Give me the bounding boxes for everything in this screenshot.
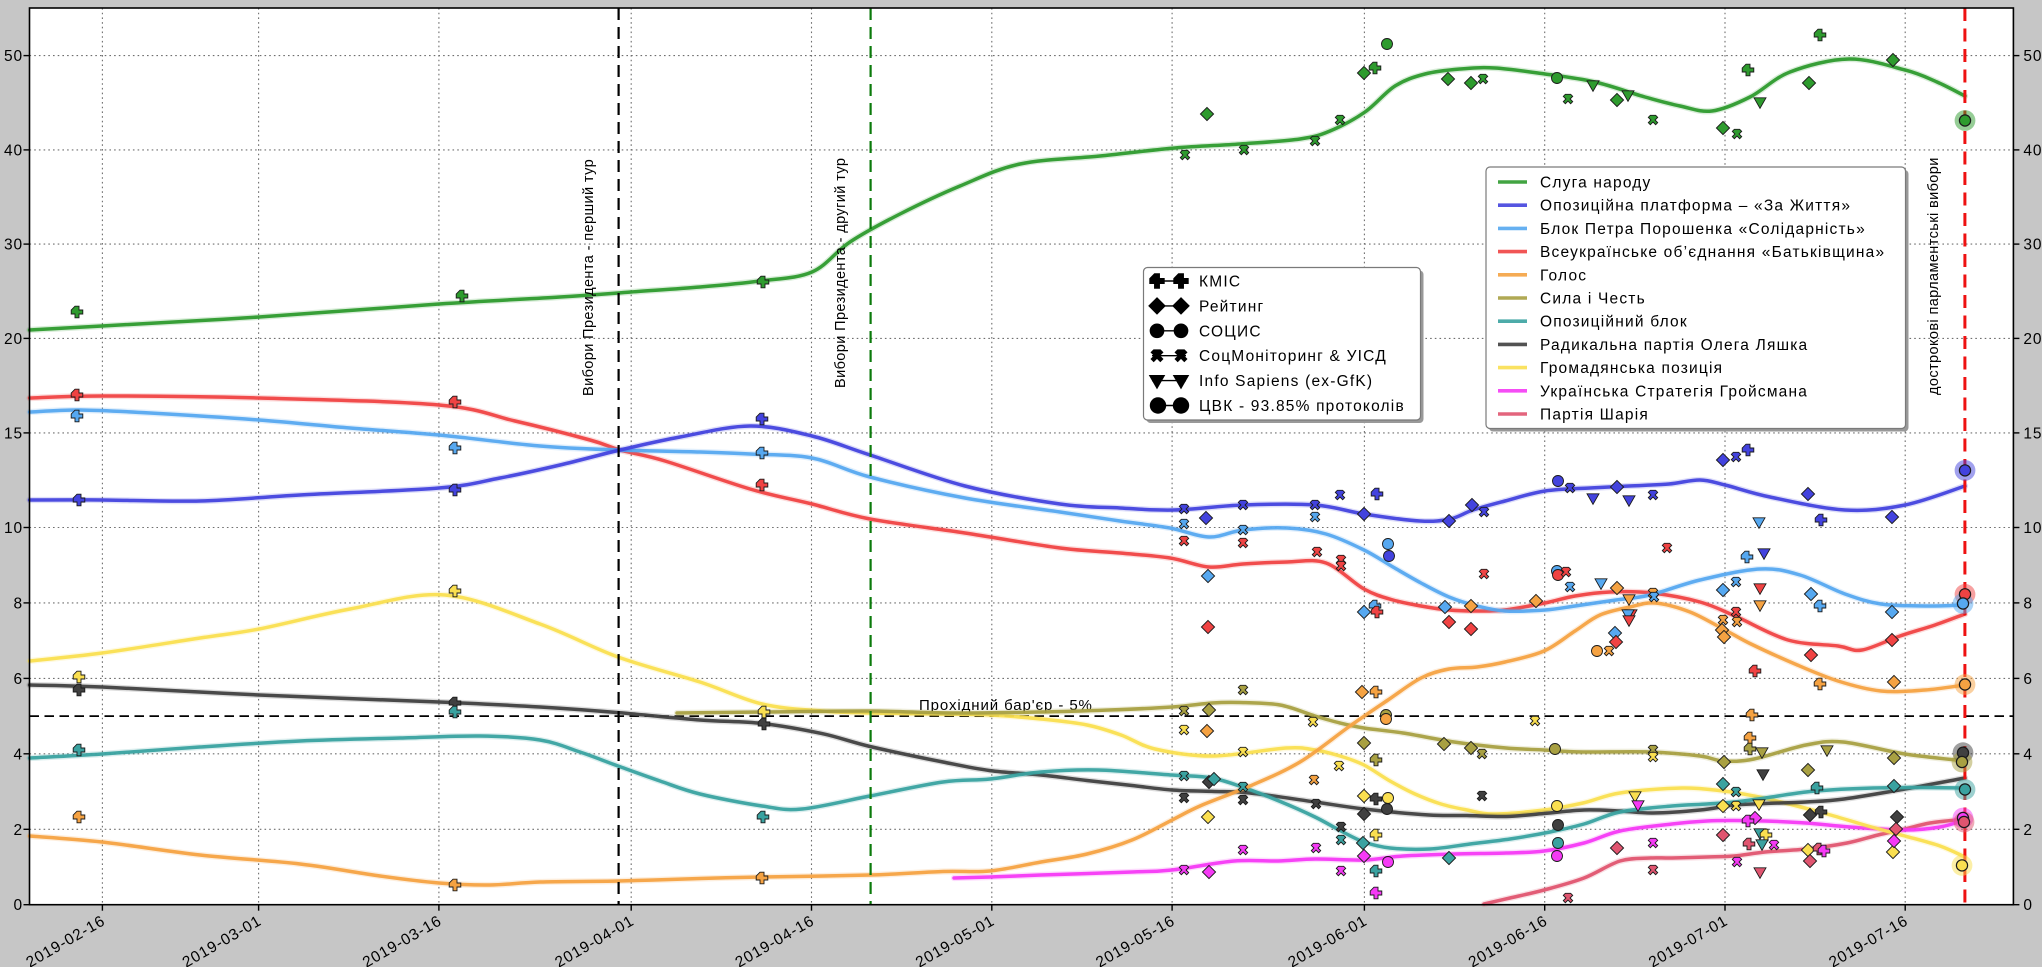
svg-text:8: 8 (2023, 595, 2033, 612)
svg-text:10: 10 (2023, 520, 2042, 537)
svg-text:Вибори Президента - перший тур: Вибори Президента - перший тур (581, 159, 597, 396)
svg-text:СоцМоніторинг & УІСД: СоцМоніторинг & УІСД (1199, 348, 1387, 365)
svg-text:КМІС: КМІС (1199, 274, 1241, 291)
svg-text:Слуга народу: Слуга народу (1540, 175, 1652, 192)
svg-text:0: 0 (13, 897, 23, 914)
svg-text:2: 2 (2023, 822, 2033, 839)
svg-text:Прохідний бар'єр - 5%: Прохідний бар'єр - 5% (919, 697, 1093, 714)
svg-text:4: 4 (2023, 746, 2033, 763)
svg-text:Партія Шарія: Партія Шарія (1540, 407, 1649, 424)
svg-text:15: 15 (4, 425, 23, 442)
svg-text:Громадянська позиція: Громадянська позиція (1540, 360, 1723, 377)
svg-text:0: 0 (2023, 897, 2033, 914)
svg-text:Info Sapiens (ex-GfK): Info Sapiens (ex-GfK) (1199, 373, 1373, 390)
svg-text:8: 8 (13, 595, 23, 612)
svg-text:20: 20 (4, 331, 23, 348)
svg-text:Всеукраїнське об’єднання «Бать: Всеукраїнське об’єднання «Батьківщина» (1540, 244, 1885, 261)
svg-text:40: 40 (4, 142, 23, 159)
svg-text:10: 10 (4, 520, 23, 537)
svg-text:Опозиційна платформа – «За Жит: Опозиційна платформа – «За Життя» (1540, 198, 1851, 215)
svg-text:30: 30 (2023, 237, 2042, 254)
svg-text:Рейтинг: Рейтинг (1199, 298, 1264, 315)
svg-text:Українська Стратегія Гройсмана: Українська Стратегія Гройсмана (1540, 383, 1808, 400)
svg-text:Голос: Голос (1540, 267, 1587, 284)
svg-text:20: 20 (2023, 331, 2042, 348)
svg-text:Блок Петра Порошенка «Солідарн: Блок Петра Порошенка «Солідарність» (1540, 221, 1866, 238)
svg-text:6: 6 (2023, 671, 2033, 688)
svg-text:40: 40 (2023, 142, 2042, 159)
svg-text:СОЦИС: СОЦИС (1199, 323, 1262, 340)
svg-text:Вибори Президента - другий тур: Вибори Президента - другий тур (833, 158, 849, 388)
svg-text:50: 50 (4, 48, 23, 65)
svg-text:Сила і Честь: Сила і Честь (1540, 291, 1646, 308)
svg-text:50: 50 (2023, 48, 2042, 65)
svg-text:2: 2 (13, 822, 23, 839)
svg-text:4: 4 (13, 746, 23, 763)
svg-text:ЦВК - 93.85% протоколів: ЦВК - 93.85% протоколів (1199, 398, 1405, 415)
svg-text:30: 30 (4, 237, 23, 254)
svg-text:15: 15 (2023, 425, 2042, 442)
svg-text:Опозиційний блок: Опозиційний блок (1540, 314, 1688, 331)
svg-text:Радикальна партія Олега Ляшка: Радикальна партія Олега Ляшка (1540, 337, 1808, 354)
svg-text:6: 6 (13, 671, 23, 688)
svg-text:дострокові парламентські вибор: дострокові парламентські вибори (1926, 157, 1942, 395)
